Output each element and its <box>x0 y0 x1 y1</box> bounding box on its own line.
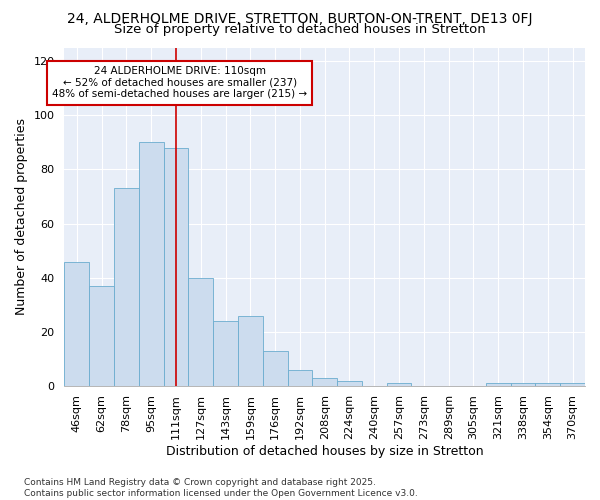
Bar <box>164 148 188 386</box>
Bar <box>287 370 313 386</box>
Bar <box>486 384 511 386</box>
Text: 24 ALDERHOLME DRIVE: 110sqm
← 52% of detached houses are smaller (237)
48% of se: 24 ALDERHOLME DRIVE: 110sqm ← 52% of det… <box>52 66 307 100</box>
Bar <box>188 278 213 386</box>
Text: Contains HM Land Registry data © Crown copyright and database right 2025.
Contai: Contains HM Land Registry data © Crown c… <box>24 478 418 498</box>
Y-axis label: Number of detached properties: Number of detached properties <box>15 118 28 316</box>
X-axis label: Distribution of detached houses by size in Stretton: Distribution of detached houses by size … <box>166 444 484 458</box>
Text: Size of property relative to detached houses in Stretton: Size of property relative to detached ho… <box>114 22 486 36</box>
Bar <box>560 384 585 386</box>
Bar <box>64 262 89 386</box>
Text: 24, ALDERHOLME DRIVE, STRETTON, BURTON-ON-TRENT, DE13 0FJ: 24, ALDERHOLME DRIVE, STRETTON, BURTON-O… <box>67 12 533 26</box>
Bar <box>213 321 238 386</box>
Bar <box>386 384 412 386</box>
Bar <box>89 286 114 386</box>
Bar <box>337 381 362 386</box>
Bar <box>114 188 139 386</box>
Bar <box>263 351 287 386</box>
Bar <box>535 384 560 386</box>
Bar <box>238 316 263 386</box>
Bar <box>313 378 337 386</box>
Bar <box>139 142 164 386</box>
Bar <box>511 384 535 386</box>
